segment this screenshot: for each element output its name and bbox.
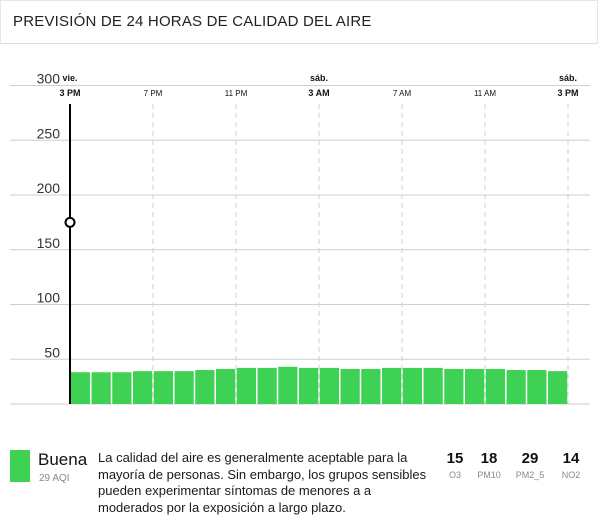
chart-title: PREVISIÓN DE 24 HORAS DE CALIDAD DEL AIR… <box>13 13 372 30</box>
pollutant-name: O3 <box>448 470 461 480</box>
current-value-marker <box>64 216 76 228</box>
forecast-bar <box>382 367 402 404</box>
forecast-chart: 50 100 150 200 250 300 vie. 3 PM 7 PM 11 PM sáb. 3 … <box>0 44 600 444</box>
y-tick-label: 250 <box>37 125 61 141</box>
forecast-bar <box>278 366 298 404</box>
forecast-bar <box>527 370 547 404</box>
pollutant-pm2-5: 29 PM2_5 <box>512 450 548 480</box>
forecast-bar <box>423 367 443 404</box>
forecast-bar <box>236 367 256 404</box>
forecast-bar <box>257 367 277 404</box>
x-tick-label: 3 AM <box>308 88 329 98</box>
pollutant-pm10: 18 PM10 <box>474 450 504 480</box>
forecast-bar <box>153 371 173 404</box>
forecast-bar <box>361 368 381 404</box>
pollutant-name: PM10 <box>477 470 501 480</box>
forecast-bar <box>402 367 422 404</box>
y-tick-label: 50 <box>44 344 60 360</box>
forecast-bar <box>340 368 360 404</box>
x-tick-day-label: sáb. <box>310 73 328 83</box>
category-description: La calidad del aire es generalmente acep… <box>98 450 427 515</box>
x-tick-label: 7 PM <box>144 89 163 98</box>
forecast-bar <box>299 367 319 404</box>
forecast-bar <box>548 371 568 404</box>
forecast-bar <box>465 368 485 404</box>
x-tick-label: 3 PM <box>557 88 578 98</box>
pollutant-value: 15 <box>446 450 464 467</box>
x-tick-label: 7 AM <box>393 89 412 98</box>
pollutant-name: NO2 <box>561 470 581 480</box>
air-quality-summary: Buena 29 AQI La calidad del aire es gene… <box>0 442 600 526</box>
aqi-value: 29 AQI <box>39 473 70 484</box>
pollutant-value: 14 <box>562 450 580 467</box>
chart-header: PREVISIÓN DE 24 HORAS DE CALIDAD DEL AIR… <box>0 0 598 44</box>
forecast-bar <box>112 372 132 404</box>
x-tick-label: 11 PM <box>225 89 248 98</box>
category-color-swatch <box>10 450 30 482</box>
forecast-bar <box>195 370 215 404</box>
x-tick-label: 11 AM <box>474 89 496 98</box>
y-tick-label: 200 <box>37 180 61 196</box>
forecast-chart-svg: 50 100 150 200 250 300 vie. 3 PM 7 PM 11 PM sáb. 3 … <box>10 71 590 405</box>
forecast-bar <box>444 368 464 404</box>
forecast-bar <box>91 372 111 404</box>
forecast-bar <box>319 367 339 404</box>
pollutant-o3: 15 O3 <box>440 450 470 480</box>
pollutant-value: 29 <box>521 450 539 467</box>
forecast-bar <box>506 370 526 404</box>
y-tick-label: 100 <box>37 290 61 306</box>
pollutant-value: 18 <box>480 450 498 467</box>
y-tick-label: 150 <box>37 235 61 251</box>
pollutant-no2: 14 NO2 <box>556 450 586 480</box>
forecast-bar <box>174 371 194 404</box>
forecast-bar <box>70 372 90 404</box>
x-tick-label: 3 PM <box>59 88 80 98</box>
forecast-bar <box>485 368 505 404</box>
x-tick-day-label: sáb. <box>559 73 577 83</box>
pollutant-name: PM2_5 <box>515 470 545 480</box>
x-tick-day-label: vie. <box>62 73 77 83</box>
category-label: Buena <box>38 450 88 469</box>
forecast-bar <box>216 368 236 404</box>
y-tick-label: 300 <box>37 71 61 87</box>
forecast-bar <box>133 371 153 404</box>
